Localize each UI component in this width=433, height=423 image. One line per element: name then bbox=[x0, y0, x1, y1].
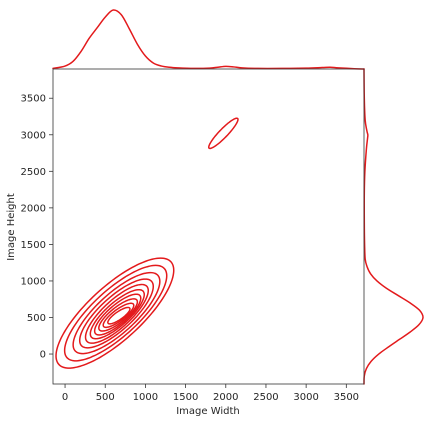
right-marginal-plot bbox=[363, 68, 424, 385]
secondary-density-contour-1 bbox=[207, 117, 239, 150]
density-contour-4 bbox=[78, 278, 155, 349]
y-tick-label: 500 bbox=[27, 313, 46, 324]
x-marginal-density-curve bbox=[52, 9, 365, 70]
density-contour-10 bbox=[107, 306, 131, 325]
x-tick-label: 3000 bbox=[293, 392, 318, 403]
x-tick-label: 2500 bbox=[253, 392, 278, 403]
x-tick-label: 1000 bbox=[133, 392, 158, 403]
density-contour-3 bbox=[72, 271, 161, 355]
density-contour-1 bbox=[55, 257, 175, 369]
density-contour-2 bbox=[63, 264, 168, 362]
y-tick-label: 1000 bbox=[21, 276, 46, 287]
density-contour-9 bbox=[102, 302, 135, 329]
x-axis-ticks: 0 500 1000 1500 2000 2500 3000 3500 bbox=[62, 384, 359, 403]
y-tick-label: 0 bbox=[40, 350, 46, 361]
y-tick-label: 3000 bbox=[21, 130, 46, 141]
y-axis-ticks: 0 500 1000 1500 2000 2500 3000 3500 bbox=[21, 94, 53, 361]
main-plot: 0 500 1000 1500 2000 2500 3000 3500 0 500 1000 150… bbox=[6, 68, 365, 417]
y-tick-label: 2500 bbox=[21, 167, 46, 178]
density-contours bbox=[55, 117, 239, 369]
x-tick-label: 3500 bbox=[334, 392, 359, 403]
x-tick-label: 1500 bbox=[173, 392, 198, 403]
density-contour-8 bbox=[98, 298, 139, 332]
density-contour-7 bbox=[93, 293, 142, 336]
y-tick-label: 1500 bbox=[21, 240, 46, 251]
y-tick-label: 2000 bbox=[21, 203, 46, 214]
x-axis-label: Image Width bbox=[176, 406, 240, 417]
x-tick-label: 0 bbox=[62, 392, 68, 403]
x-tick-label: 2000 bbox=[213, 392, 238, 403]
density-contour-5 bbox=[84, 283, 150, 344]
density-contour-6 bbox=[89, 288, 145, 340]
top-marginal-plot bbox=[52, 9, 365, 70]
main-plot-frame bbox=[52, 68, 365, 385]
y-tick-label: 3500 bbox=[21, 94, 46, 105]
y-axis-label: Image Height bbox=[6, 193, 17, 261]
x-tick-label: 500 bbox=[96, 392, 115, 403]
y-marginal-density-curve bbox=[363, 68, 424, 385]
